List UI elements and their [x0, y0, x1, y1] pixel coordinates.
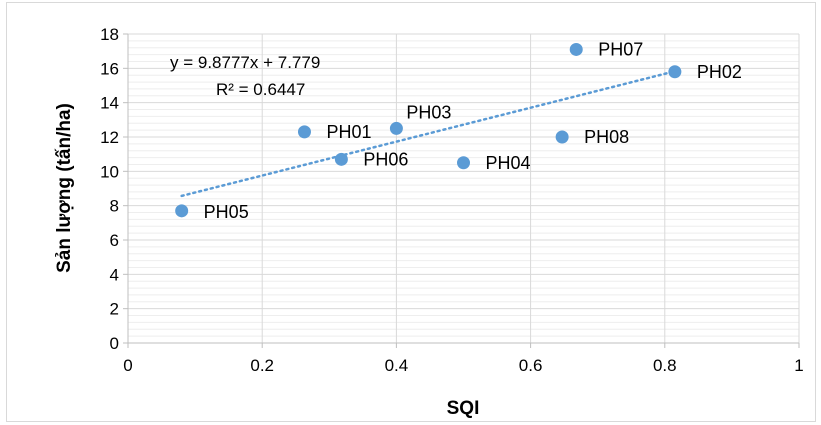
x-tick-label: 0.4: [385, 356, 409, 375]
x-tick-label: 1: [794, 356, 803, 375]
x-tick-label: 0.8: [653, 356, 677, 375]
y-tick-label: 8: [110, 197, 119, 216]
y-tick-label: 2: [110, 300, 119, 319]
y-tick-label: 4: [110, 265, 119, 284]
x-tick-label: 0.2: [250, 356, 274, 375]
data-label-ph08: PH08: [584, 127, 629, 147]
trendline-equation: y = 9.8777x + 7.779: [170, 53, 320, 72]
data-point-ph07: [569, 42, 583, 56]
point-labels: PH01 PH02 PH03 PH04 PH05 PH06 PH07 PH08: [204, 39, 742, 221]
data-label-ph02: PH02: [697, 62, 742, 82]
data-point-ph04: [457, 156, 470, 170]
y-tick-label: 12: [100, 128, 119, 147]
data-label-ph03: PH03: [406, 102, 451, 122]
x-tick-label: 0: [123, 356, 132, 375]
data-point-ph01: [297, 125, 311, 139]
axes: [123, 33, 800, 348]
x-axis-title: SQI: [447, 398, 480, 419]
trendline: [180, 70, 677, 198]
y-tick-label: 6: [110, 231, 119, 250]
trendline-r2: R² = 0.6447: [216, 80, 305, 99]
data-label-ph01: PH01: [326, 122, 371, 142]
data-point-ph02: [668, 65, 682, 79]
data-point-ph03: [389, 121, 403, 135]
y-tick-label: 18: [100, 25, 119, 44]
y-tick-label: 0: [110, 334, 119, 353]
data-label-ph05: PH05: [204, 202, 249, 222]
y-axis-title: Sản lượng (tấn/ha): [54, 103, 75, 273]
data-label-ph06: PH06: [363, 149, 408, 169]
data-point-ph06: [334, 152, 348, 166]
data-label-ph04: PH04: [486, 153, 531, 173]
y-tick-label: 16: [100, 59, 119, 78]
y-tick-label: 10: [100, 162, 119, 181]
y-tick-label: 14: [100, 94, 119, 113]
data-point-ph05: [175, 204, 189, 218]
data-point-ph08: [555, 130, 569, 144]
x-tick-label: 0.6: [519, 356, 543, 375]
data-points: [175, 42, 682, 218]
data-label-ph07: PH07: [598, 39, 643, 59]
